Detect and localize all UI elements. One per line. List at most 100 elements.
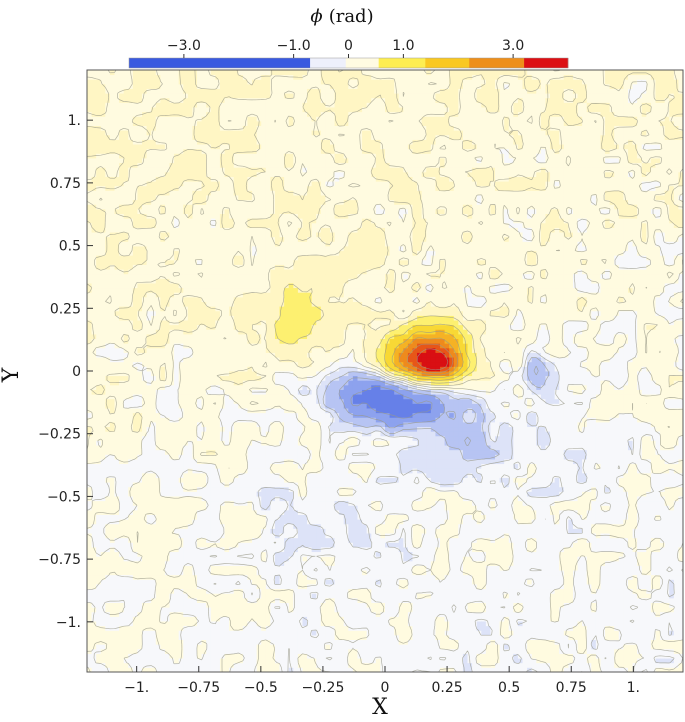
contour-cell	[210, 491, 216, 497]
contour-cell	[187, 357, 193, 363]
contour-cell	[128, 593, 134, 599]
contour-cell	[252, 570, 258, 576]
contour-cell	[233, 278, 239, 284]
contour-cell	[192, 449, 198, 455]
contour-cell	[119, 389, 125, 395]
contour-cell	[210, 551, 216, 557]
contour-cell	[192, 412, 198, 418]
contour-cell	[164, 537, 170, 543]
contour-cell	[178, 546, 184, 553]
contour-cell	[201, 551, 207, 557]
contour-cell	[206, 185, 212, 191]
contour-cell	[174, 426, 180, 432]
contour-cell	[192, 653, 198, 659]
contour-cell	[242, 296, 248, 302]
contour-cell	[256, 190, 262, 196]
contour-cell	[233, 357, 239, 363]
contour-cell	[142, 449, 148, 455]
contour-cell	[105, 208, 111, 214]
contour-cell	[105, 565, 111, 571]
contour-cell	[252, 324, 258, 330]
contour-cell	[160, 371, 166, 377]
contour-cell	[160, 278, 166, 284]
contour-cell	[178, 93, 184, 99]
contour-cell	[119, 134, 125, 140]
contour-cell	[252, 130, 258, 136]
contour-cell	[219, 366, 225, 372]
contour-cell	[215, 639, 221, 645]
contour-cell	[96, 102, 102, 108]
contour-cell	[119, 519, 125, 525]
contour-cell	[178, 366, 184, 372]
contour-cell	[128, 519, 134, 525]
contour-cell	[252, 190, 258, 196]
contour-cell	[247, 366, 253, 372]
contour-cell	[252, 500, 258, 506]
contour-cell	[114, 523, 120, 529]
contour-cell	[197, 283, 203, 289]
contour-cell	[137, 371, 143, 377]
contour-cell	[178, 333, 184, 340]
contour-cell	[151, 190, 157, 196]
contour-cell	[174, 361, 180, 367]
contour-cell	[151, 556, 157, 562]
contour-cell	[137, 273, 143, 279]
contour-cell	[132, 287, 138, 293]
contour-cell	[252, 283, 258, 289]
contour-cell	[151, 347, 157, 353]
contour-cell	[256, 477, 262, 483]
contour-cell	[210, 611, 216, 617]
contour-cell	[119, 486, 125, 492]
contour-cell	[233, 199, 239, 205]
contour-cell	[206, 222, 212, 228]
contour-cell	[123, 283, 129, 289]
contour-cell	[142, 371, 148, 377]
contour-cell	[192, 380, 198, 386]
contour-cell	[169, 222, 175, 228]
contour-cell	[155, 537, 161, 543]
contour-cell	[128, 107, 134, 113]
contour-cell	[91, 352, 97, 358]
contour-cell	[114, 500, 120, 506]
contour-cell	[192, 519, 198, 525]
contour-cell	[261, 546, 267, 553]
contour-cell	[169, 648, 175, 654]
contour-cell	[128, 496, 134, 502]
contour-cell	[137, 181, 143, 187]
contour-cell	[128, 88, 134, 94]
contour-cell	[87, 523, 93, 529]
contour-cell	[206, 482, 212, 488]
contour-cell	[261, 653, 267, 659]
contour-cell	[132, 232, 138, 238]
contour-cell	[155, 324, 161, 330]
contour-cell	[233, 542, 239, 548]
contour-cell	[155, 153, 161, 159]
contour-cell	[169, 227, 175, 233]
contour-cell	[238, 630, 244, 636]
contour-cell	[183, 514, 189, 520]
contour-cell	[252, 278, 258, 284]
contour-cell	[132, 185, 138, 191]
contour-cell	[187, 491, 193, 497]
contour-cell	[256, 181, 262, 187]
contour-cell	[123, 70, 129, 76]
contour-cell	[128, 431, 134, 437]
contour-cell	[192, 556, 198, 562]
contour-cell	[132, 134, 138, 140]
contour-cell	[91, 236, 97, 242]
contour-cell	[219, 250, 225, 256]
contour-cell	[174, 648, 180, 654]
contour-cell	[155, 366, 161, 372]
contour-cell	[238, 144, 244, 150]
contour-cell	[96, 588, 102, 594]
contour-cell	[178, 153, 184, 159]
contour-cell	[132, 111, 138, 117]
contour-cell	[201, 658, 207, 664]
contour-cell	[233, 241, 239, 247]
contour-cell	[100, 329, 106, 335]
contour-cell	[178, 97, 184, 103]
contour-cell	[87, 250, 93, 256]
contour-cell	[256, 144, 262, 150]
contour-cell	[87, 97, 93, 103]
contour-cell	[128, 579, 134, 585]
